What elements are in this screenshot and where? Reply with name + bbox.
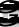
Line: Soil·CSL: Soil·CSL <box>0 13 19 27</box>
Line: Soil: Soil <box>0 20 19 27</box>
Line: CSL: CSL <box>0 0 19 19</box>
Line: Soil·CSL: Soil·CSL <box>0 2 19 17</box>
Line: CSL: CSL <box>0 18 19 27</box>
Text: FIG. 2: FIG. 2 <box>0 0 19 18</box>
Legend: Soil·CSL, Soil, CSL: Soil·CSL, Soil, CSL <box>0 23 19 27</box>
Legend: Soil·CSL, Soil, CSL: Soil·CSL, Soil, CSL <box>0 11 19 27</box>
Line: Soil: Soil <box>0 7 19 17</box>
